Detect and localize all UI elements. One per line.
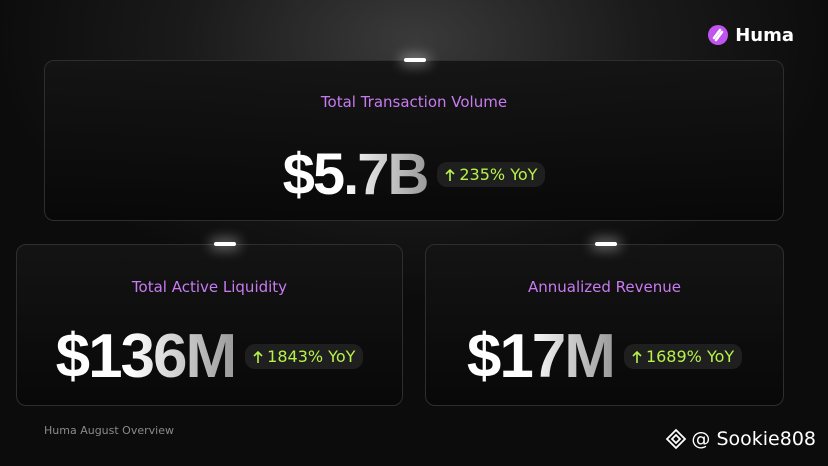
metric-change: 1689% YoY [623, 344, 743, 369]
brand-name: Huma [735, 24, 794, 46]
watermark: @ Sookie808 [665, 428, 816, 450]
watermark-icon [666, 428, 687, 450]
metric-row: $136M 1843% YoY [17, 321, 402, 392]
metric-label: Annualized Revenue [527, 278, 682, 296]
up-arrow [253, 350, 263, 363]
footer: Huma August Overview [44, 424, 174, 437]
change-text: 1689% YoY [645, 347, 735, 366]
metric-label: Total Transaction Volume [320, 93, 508, 111]
glow [595, 242, 617, 246]
glow [404, 58, 426, 62]
glow [214, 242, 236, 246]
up-arrow [632, 350, 642, 363]
metric-row: $5.7B 235% YoY [45, 141, 783, 208]
metric-change: 235% YoY [437, 162, 546, 187]
metric-value: $5.7B [282, 142, 430, 207]
change-text: 1843% YoY [267, 347, 356, 366]
metric-value: $136M [55, 322, 238, 391]
brand: Huma [707, 24, 794, 46]
watermark-text: @ Sookie808 [691, 428, 816, 450]
metric-value: $17M [466, 322, 616, 391]
metric-change: 1843% YoY [245, 344, 364, 369]
up-arrow [445, 168, 455, 181]
metric-row: $17M 1689% YoY [426, 321, 783, 392]
metric-label: Total Active Liquidity [131, 278, 288, 296]
change-text: 235% YoY [459, 165, 538, 184]
metric-card: Annualized Revenue $17M 1689% YoY [425, 242, 784, 406]
brand-logo [708, 25, 729, 45]
metric-card: Total Transaction Volume $5.7B 235% YoY [44, 58, 784, 221]
metric-card: Total Active Liquidity $136M 1843% YoY [16, 242, 403, 406]
